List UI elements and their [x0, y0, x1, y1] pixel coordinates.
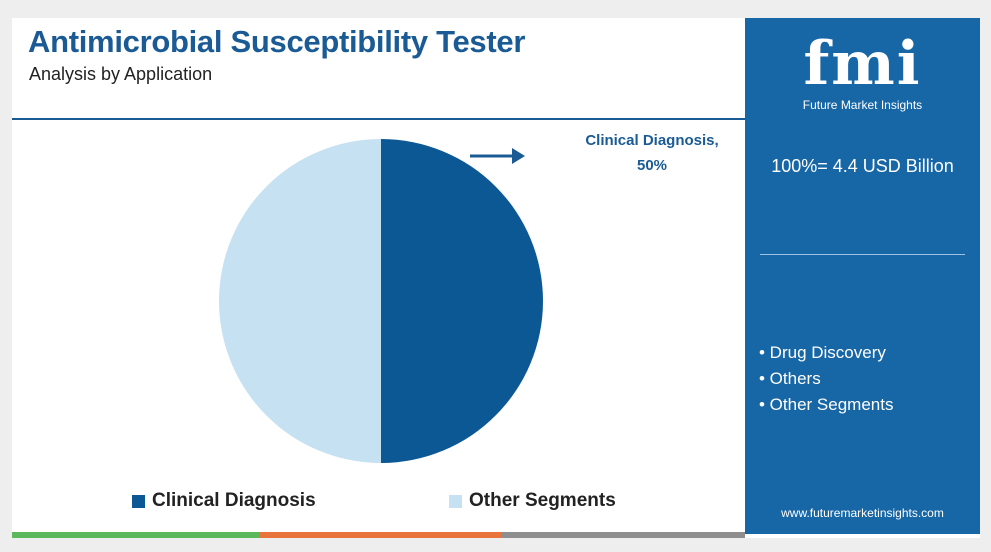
fmi-logo: fmi Future Market Insights — [775, 30, 950, 120]
logo-text: fmi — [803, 29, 922, 99]
sidebar-divider — [760, 254, 965, 255]
segment-item: • Drug Discovery — [759, 343, 886, 362]
market-total: 100%= 4.4 USD Billion — [771, 156, 954, 176]
chart-subtitle: Analysis by Application — [29, 64, 213, 84]
legend-swatch-dark — [132, 494, 145, 508]
logo-tagline: Future Market Insights — [802, 98, 923, 112]
pie-slice-clinical-diagnosis — [381, 139, 543, 463]
pie-slice-other-segments — [219, 139, 381, 463]
bottom-bar-green — [12, 532, 259, 538]
legend-swatch-light — [449, 494, 462, 508]
info-sidebar: fmi Future Market Insights 100%= 4.4 USD… — [745, 18, 980, 534]
callout-arrow-head — [512, 148, 525, 164]
other-segments-list: • Drug Discovery • Others • Other Segmen… — [759, 340, 893, 418]
segment-item: • Others — [759, 369, 821, 388]
callout-line-1: Clinical Diagnosis, — [585, 132, 719, 149]
callout-label: Clinical Diagnosis, 50% — [552, 128, 752, 178]
bottom-bar-orange — [259, 532, 502, 538]
bottom-bar-gray — [502, 532, 745, 538]
header-divider — [12, 118, 745, 120]
segment-item: • Other Segments — [759, 395, 894, 414]
pie-chart — [219, 139, 543, 463]
legend-item-other-segments: Other Segments — [449, 490, 616, 512]
chart-card: Antimicrobial Susceptibility Tester Anal… — [12, 18, 980, 538]
chart-title: Antimicrobial Susceptibility Tester — [28, 24, 526, 59]
callout-line-2: 50% — [636, 157, 668, 174]
legend-label: Clinical Diagnosis — [152, 490, 316, 511]
website-url: www.futuremarketinsights.com — [781, 506, 944, 520]
legend-label: Other Segments — [469, 490, 616, 511]
legend-item-clinical-diagnosis: Clinical Diagnosis — [132, 490, 316, 512]
